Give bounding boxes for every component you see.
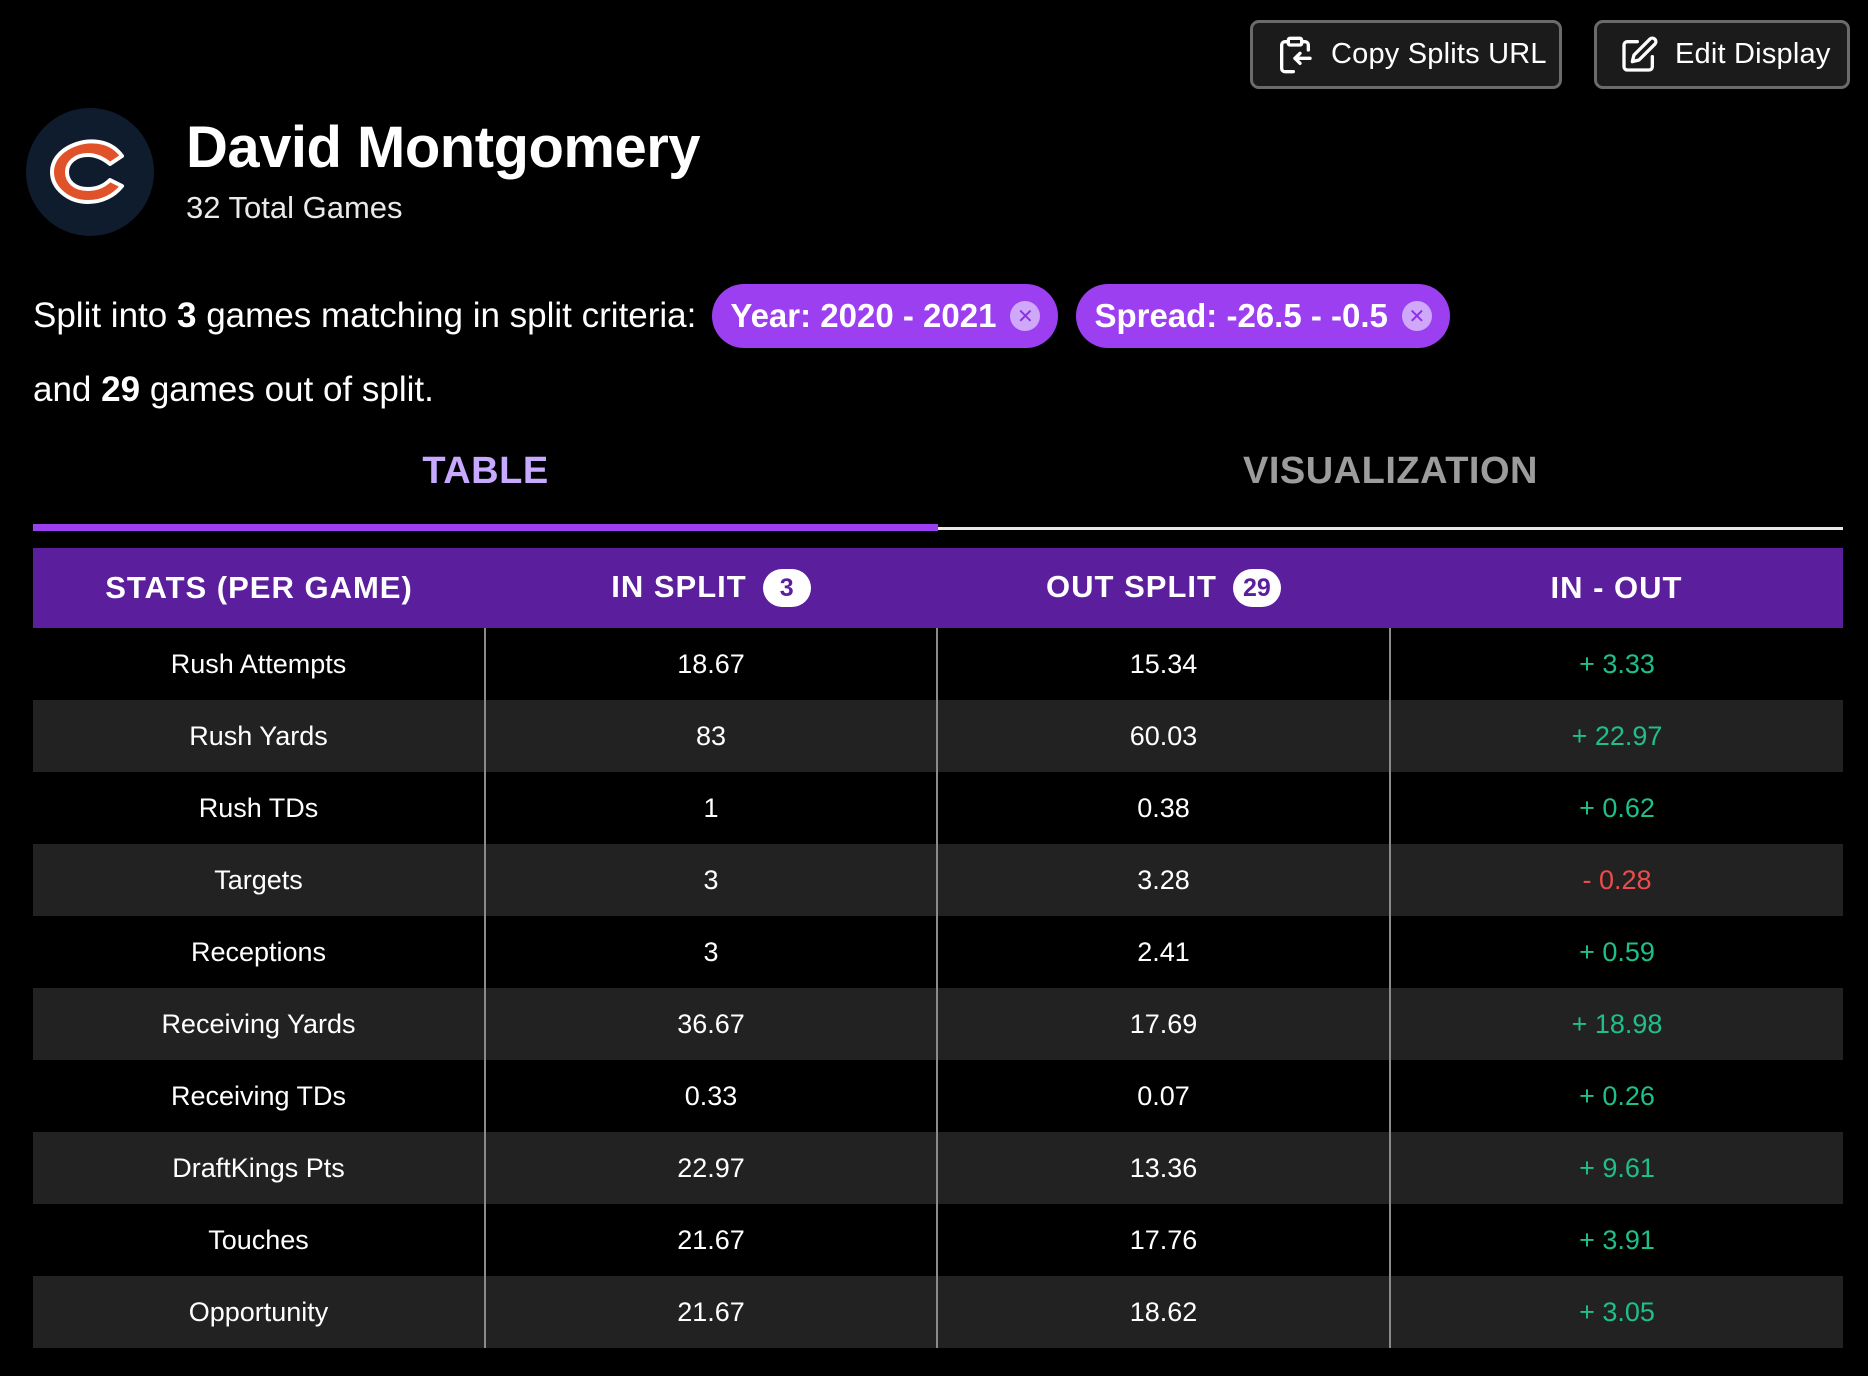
player-name: David Montgomery xyxy=(186,115,701,180)
stats-table: STATS (PER GAME) IN SPLIT 3 OUT SPLIT 29 I… xyxy=(33,548,1843,1348)
in-split-cell: 22.97 xyxy=(485,1132,938,1204)
in-split-cell: 1 xyxy=(485,772,938,844)
stat-cell: Rush Attempts xyxy=(33,628,486,700)
split-summary: Split into 3 games matching in split cri… xyxy=(33,282,1468,350)
out-split-cell: 3.28 xyxy=(937,844,1391,916)
diff-cell: + 18.98 xyxy=(1390,988,1843,1060)
stat-cell: Rush TDs xyxy=(33,772,486,844)
remove-filter-icon[interactable]: ✕ xyxy=(1010,301,1041,331)
copy-splits-url-label: Copy Splits URL xyxy=(1331,38,1547,70)
out-split-badge: 29 xyxy=(1232,569,1281,608)
active-tab-indicator xyxy=(33,524,938,531)
remove-filter-icon[interactable]: ✕ xyxy=(1401,301,1432,331)
total-games: 32 Total Games xyxy=(186,190,403,225)
in-split-cell: 18.67 xyxy=(485,628,938,700)
in-split-cell: 0.33 xyxy=(485,1060,938,1132)
filter-chip-label: Spread: -26.5 - -0.5 xyxy=(1094,297,1388,334)
header-stats: STATS (PER GAME) xyxy=(33,548,485,628)
stat-cell: Receiving Yards xyxy=(33,988,486,1060)
out-split-summary: and 29 games out of split. xyxy=(33,370,434,409)
filter-chip-year[interactable]: Year: 2020 - 2021 ✕ xyxy=(712,284,1059,348)
table-row: Receiving Yards 36.67 17.69 + 18.98 xyxy=(33,988,1843,1060)
stat-cell: Touches xyxy=(33,1204,486,1276)
diff-cell: + 0.59 xyxy=(1390,916,1843,988)
edit-display-label: Edit Display xyxy=(1675,38,1831,70)
tab-table[interactable]: TABLE xyxy=(422,450,549,492)
out-split-cell: 60.03 xyxy=(937,700,1391,772)
stat-cell: Targets xyxy=(33,844,486,916)
stat-cell: Rush Yards xyxy=(33,700,486,772)
in-split-badge: 3 xyxy=(762,569,811,608)
in-split-cell: 21.67 xyxy=(485,1204,938,1276)
diff-cell: + 9.61 xyxy=(1390,1132,1843,1204)
table-row: Touches 21.67 17.76 + 3.91 xyxy=(33,1204,1843,1276)
diff-cell: + 3.33 xyxy=(1390,628,1843,700)
table-row: Targets 3 3.28- 0.28 xyxy=(33,844,1843,916)
in-split-cell: 36.67 xyxy=(485,988,938,1060)
in-split-cell: 83 xyxy=(485,700,938,772)
diff-cell: + 0.26 xyxy=(1390,1060,1843,1132)
bears-c-logo-icon xyxy=(26,108,154,236)
header-out-split: OUT SPLIT 29 xyxy=(937,548,1390,628)
stat-cell: Receptions xyxy=(33,916,486,988)
in-split-cell: 21.67 xyxy=(485,1276,938,1348)
header-in-minus-out: IN - OUT xyxy=(1390,548,1843,628)
filter-chip-label: Year: 2020 - 2021 xyxy=(730,297,997,334)
table-row: DraftKings Pts 22.97 13.36 + 9.61 xyxy=(33,1132,1843,1204)
diff-cell: + 3.05 xyxy=(1390,1276,1843,1348)
edit-icon xyxy=(1622,35,1658,72)
edit-display-button[interactable]: Edit Display xyxy=(1594,20,1850,89)
filter-chip-spread[interactable]: Spread: -26.5 - -0.5 ✕ xyxy=(1076,284,1450,348)
header-in-split: IN SPLIT 3 xyxy=(485,548,937,628)
out-split-cell: 0.07 xyxy=(937,1060,1391,1132)
split-summary-text: Split into 3 games matching in split cri… xyxy=(33,296,697,335)
stat-cell: Opportunity xyxy=(33,1276,486,1348)
diff-cell: + 22.97 xyxy=(1390,700,1843,772)
table-row: Receiving TDs 0.33 0.07 + 0.26 xyxy=(33,1060,1843,1132)
stat-cell: DraftKings Pts xyxy=(33,1132,486,1204)
table-row: Receptions 3 2.41 + 0.59 xyxy=(33,916,1843,988)
tab-divider xyxy=(938,527,1843,530)
in-split-cell: 3 xyxy=(485,916,938,988)
table-header-row: STATS (PER GAME) IN SPLIT 3 OUT SPLIT 29 I… xyxy=(33,548,1843,628)
tab-visualization[interactable]: VISUALIZATION xyxy=(1242,450,1538,492)
table-row: Rush Yards 83 60.03 + 22.97 xyxy=(33,700,1843,772)
diff-cell: - 0.28 xyxy=(1390,844,1843,916)
out-split-cell: 17.69 xyxy=(937,988,1391,1060)
table-row: Opportunity 21.67 18.62 + 3.05 xyxy=(33,1276,1843,1348)
out-split-cell: 13.36 xyxy=(937,1132,1391,1204)
diff-cell: + 3.91 xyxy=(1390,1204,1843,1276)
out-split-cell: 0.38 xyxy=(937,772,1391,844)
out-split-cell: 2.41 xyxy=(937,916,1391,988)
out-split-cell: 18.62 xyxy=(937,1276,1391,1348)
in-split-cell: 3 xyxy=(485,844,938,916)
table-row: Rush TDs 1 0.38 + 0.62 xyxy=(33,772,1843,844)
stat-cell: Receiving TDs xyxy=(33,1060,486,1132)
table-row: Rush Attempts 18.67 15.34 + 3.33 xyxy=(33,628,1843,700)
copy-splits-url-button[interactable]: Copy Splits URL xyxy=(1250,20,1562,89)
view-tabs: TABLE VISUALIZATION xyxy=(33,450,1843,532)
in-split-count: 3 xyxy=(176,296,197,335)
clipboard-icon xyxy=(1280,36,1312,73)
diff-cell: + 0.62 xyxy=(1390,772,1843,844)
out-split-cell: 15.34 xyxy=(937,628,1391,700)
out-split-cell: 17.76 xyxy=(937,1204,1391,1276)
out-split-count: 29 xyxy=(101,370,141,409)
